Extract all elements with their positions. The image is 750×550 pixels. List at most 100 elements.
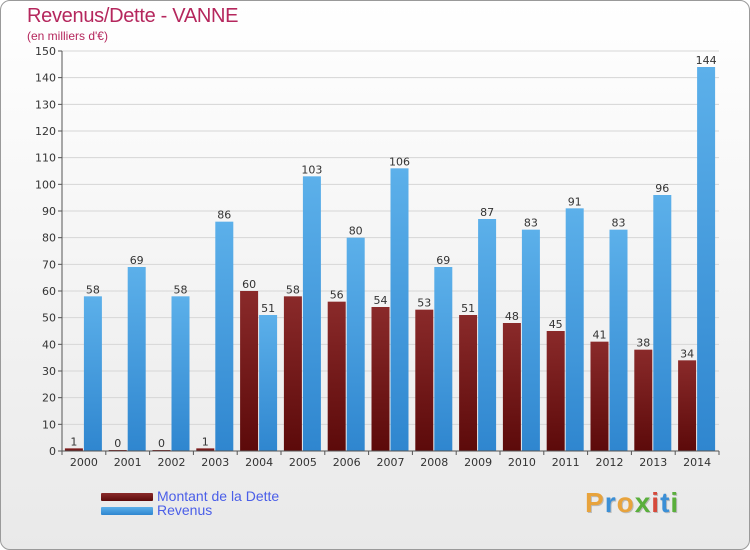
debt-bar [196,448,215,451]
revenue-value-label: 86 [217,209,231,222]
debt-bar [590,341,609,451]
revenue-value-label: 106 [389,155,410,168]
revenue-bar [390,168,409,452]
x-tick-label: 2003 [201,456,229,469]
debt-value-label: 45 [549,318,563,331]
debt-bar [415,309,434,451]
debt-bar [327,301,346,451]
revenue-value-label: 51 [261,302,275,315]
x-tick-label: 2005 [289,456,317,469]
debt-bar [64,448,83,451]
logo-letter: t [660,487,671,518]
y-tick-label: 100 [35,178,56,191]
revenue-value-label: 80 [349,225,363,238]
revenue-bar [697,67,716,451]
y-tick-label: 120 [35,125,56,138]
logo-letter: o [616,487,635,518]
y-tick-label: 10 [42,418,56,431]
debt-value-label: 1 [70,435,77,448]
revenue-bar [565,208,584,451]
legend-swatch-debt [101,493,153,501]
x-tick-label: 2001 [114,456,142,469]
y-tick-label: 110 [35,152,56,165]
logo-letter: i [670,487,680,518]
revenue-value-label: 144 [696,54,717,67]
revenue-value-label: 103 [301,163,322,176]
debt-value-label: 51 [461,302,475,315]
revenue-bar [259,315,278,451]
debt-bar [240,291,259,451]
revenue-bar [653,195,672,451]
y-tick-label: 50 [42,312,56,325]
y-tick-label: 0 [49,445,56,458]
y-tick-label: 140 [35,72,56,85]
debt-value-label: 41 [593,329,607,342]
debt-value-label: 53 [417,297,431,310]
x-tick-label: 2013 [639,456,667,469]
debt-bar [283,296,302,451]
revenue-bar [346,237,365,451]
x-tick-label: 2009 [464,456,492,469]
x-tick-label: 2014 [683,456,711,469]
revenue-value-label: 69 [436,254,450,267]
x-tick-label: 2008 [420,456,448,469]
y-tick-label: 70 [42,258,56,271]
y-tick-label: 90 [42,205,56,218]
y-tick-label: 60 [42,285,56,298]
x-tick-label: 2004 [245,456,273,469]
debt-bar [502,323,521,451]
debt-bar [678,360,697,451]
y-tick-label: 130 [35,98,56,111]
debt-value-label: 58 [286,283,300,296]
logo-letter: i [651,487,661,518]
legend-swatch-revenue [101,507,153,515]
x-tick-label: 2007 [377,456,405,469]
y-tick-label: 150 [35,45,56,58]
revenue-value-label: 58 [86,283,100,296]
debt-value-label: 38 [636,337,650,350]
revenue-bar [434,267,453,451]
revenue-value-label: 96 [655,182,669,195]
y-tick-label: 40 [42,338,56,351]
revenue-value-label: 83 [612,217,626,230]
x-tick-label: 2011 [552,456,580,469]
debt-value-label: 0 [158,437,165,450]
debt-bar [371,307,390,451]
debt-value-label: 0 [114,437,121,450]
legend-label-revenue: Revenus [157,502,213,518]
logo-letter: P [585,487,605,518]
y-tick-label: 80 [42,232,56,245]
logo-letter: x [634,487,652,518]
revenue-bar [171,296,190,451]
chart-title: Revenus/Dette - VANNE [27,5,239,27]
revenue-bar [215,221,234,451]
revenue-bar [83,296,102,451]
x-tick-label: 2006 [333,456,361,469]
debt-value-label: 56 [330,289,344,302]
debt-value-label: 54 [374,294,388,307]
debt-bar [546,331,565,451]
debt-value-label: 60 [242,278,256,291]
debt-value-label: 48 [505,310,519,323]
revenue-value-label: 87 [480,206,494,219]
revenue-bar [478,219,497,451]
proxiti-logo: Proxiti [585,487,679,519]
y-tick-label: 30 [42,365,56,378]
logo-letter: r [604,487,617,518]
revenue-bar [127,267,146,451]
revenue-bar [521,229,540,451]
y-tick-label: 20 [42,392,56,405]
x-tick-label: 2010 [508,456,536,469]
revenue-bar [609,229,628,451]
revenue-value-label: 91 [568,195,582,208]
revenue-value-label: 58 [174,283,188,296]
x-tick-label: 2002 [158,456,186,469]
revenue-bar [302,176,321,452]
chart-subtitle: (en milliers d'€) [27,29,108,43]
legend-label-debt: Montant de la Dette [157,488,280,504]
debt-value-label: 1 [202,435,209,448]
debt-value-label: 34 [680,347,694,360]
debt-bar [634,349,653,451]
